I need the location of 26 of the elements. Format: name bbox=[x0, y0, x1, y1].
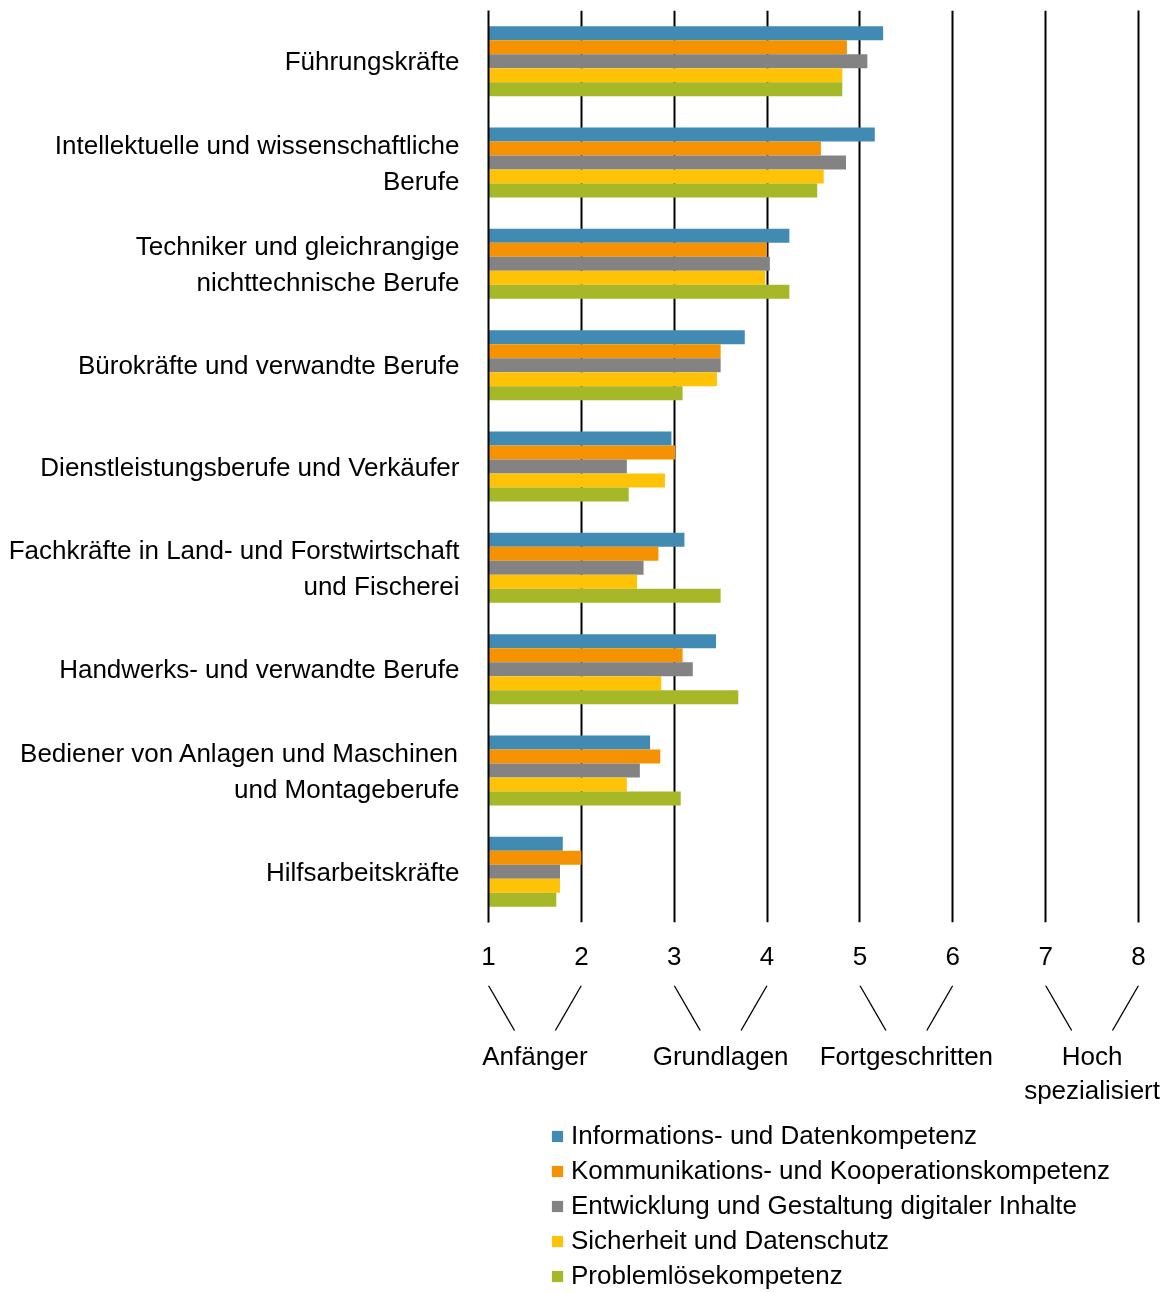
y-tick-label: Bürokräfte und verwandte Berufe bbox=[77, 350, 460, 381]
legend-label: Sicherheit und Datenschutz bbox=[571, 1225, 889, 1256]
y-tick-label: Handwerks- und verwandte Berufe bbox=[59, 654, 460, 685]
x-tick-label: 2 bbox=[574, 940, 589, 971]
text: Anfänger bbox=[482, 1040, 589, 1071]
legend-label: Entwicklung und Gestaltung digitaler Inhalte bbox=[571, 1190, 1077, 1221]
text: Hoch spezialisiert bbox=[1024, 1040, 1161, 1105]
x-tick-label: 4 bbox=[759, 940, 775, 971]
y-tick-label: Fachkräfte in Land- und Forstwirtschaft und Fischerei bbox=[8, 534, 461, 601]
text: Grundlagen bbox=[652, 1040, 789, 1071]
x-tick-label: 3 bbox=[666, 940, 682, 971]
y-tick-label: Hilfsarbeitskräfte bbox=[265, 856, 460, 887]
text: Fortgeschritten bbox=[819, 1040, 994, 1071]
y-tick-label: Intellektuelle und wissenschaftliche Berufe bbox=[54, 129, 460, 196]
y-tick-label: Bediener von Anlagen und Maschinen und Montageberufe bbox=[20, 737, 460, 804]
x-tick-label: 6 bbox=[945, 940, 961, 971]
legend-label: Informations- und Datenkompetenz bbox=[571, 1120, 978, 1151]
y-tick-label: Techniker und gleichrangige nichttechnische Berufe bbox=[135, 230, 460, 297]
y-tick-label: Führungskräfte bbox=[284, 46, 460, 77]
legend-label: Kommunikations- und Kooperationskompetenz bbox=[571, 1155, 1111, 1186]
y-tick-label: Dienstleistungsberufe und Verkäufer bbox=[40, 451, 460, 482]
x-tick-label: 8 bbox=[1131, 940, 1146, 971]
x-tick-label: 5 bbox=[852, 940, 868, 971]
legend-label: Problemlösekompetenz bbox=[571, 1260, 843, 1291]
x-tick-label: 7 bbox=[1038, 940, 1053, 971]
x-tick-label: 1 bbox=[481, 940, 496, 971]
